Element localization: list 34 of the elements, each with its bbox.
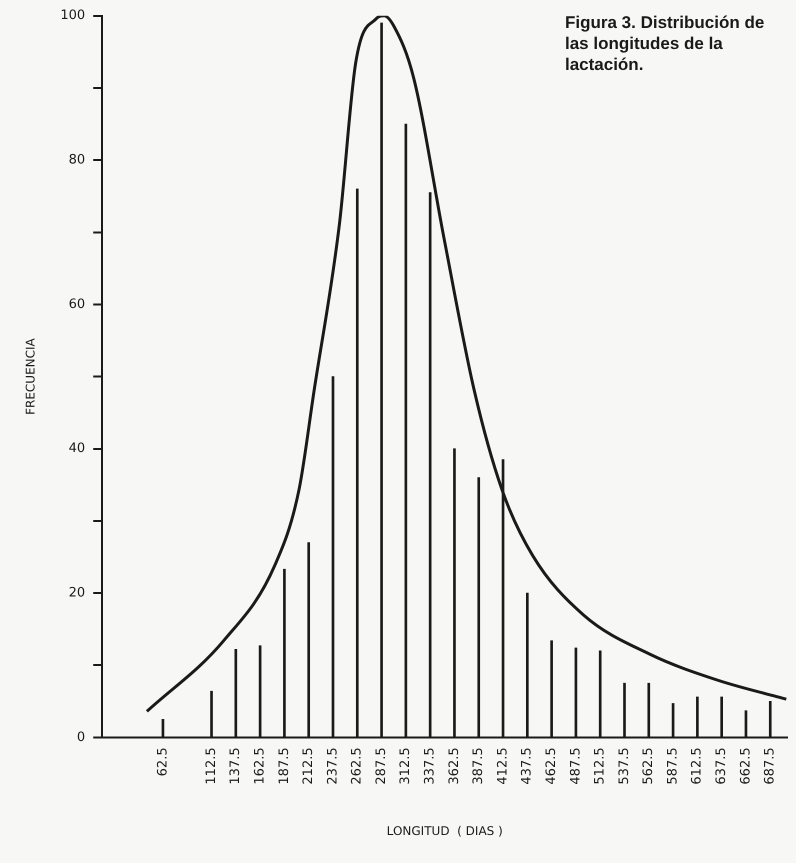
- x-tick-label: 637.5: [714, 747, 730, 785]
- x-tick-label: 187.5: [276, 747, 292, 785]
- x-tick-label: 162.5: [252, 747, 268, 785]
- y-axis-title: FRECUENCIA: [23, 337, 38, 415]
- x-tick-label: 262.5: [350, 747, 365, 785]
- text: Figura 3. Distribución de las longitudes de la lactación.: [565, 12, 765, 75]
- x-tick-label: 487.5: [568, 747, 584, 785]
- y-tick-label: 80: [68, 152, 86, 168]
- x-tick-label: 112.5: [204, 747, 219, 785]
- x-tick-label: 312.5: [398, 747, 414, 785]
- x-axis-title: LONGITUD ( DIAS ): [386, 824, 503, 838]
- x-tick-label: 237.5: [325, 747, 340, 785]
- x-tick-label: 137.5: [228, 747, 244, 785]
- x-tick-label: 337.5: [422, 747, 438, 785]
- x-tick-label: 287.5: [374, 747, 389, 785]
- x-tick-label: 512.5: [592, 747, 608, 785]
- x-tick-label: 387.5: [471, 747, 486, 785]
- x-tick-label: 412.5: [495, 747, 510, 785]
- y-tick-label: 60: [68, 296, 86, 312]
- x-tick-label: 612.5: [690, 747, 705, 785]
- x-tick-label: 437.5: [520, 747, 535, 785]
- y-tick-label: 40: [68, 441, 86, 456]
- y-tick-label: 100: [60, 8, 86, 24]
- x-tick-label: 212.5: [301, 747, 316, 785]
- y-tick-label: 20: [68, 585, 86, 600]
- x-tick-label: 62.5: [155, 747, 170, 776]
- x-tick-label: 562.5: [641, 747, 656, 785]
- x-tick-label: 662.5: [738, 747, 754, 785]
- x-tick-label: 687.5: [762, 747, 778, 785]
- x-tick-label: 537.5: [616, 747, 632, 785]
- y-tick-label: 0: [76, 730, 86, 745]
- x-tick-label: 462.5: [544, 747, 559, 785]
- x-tick-label: 362.5: [446, 747, 462, 785]
- x-tick-label: 587.5: [665, 747, 680, 785]
